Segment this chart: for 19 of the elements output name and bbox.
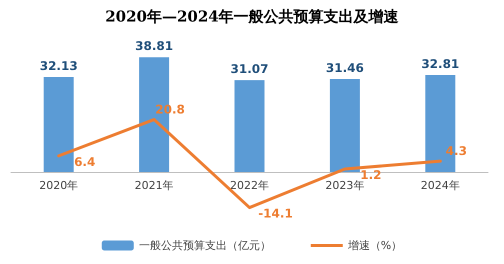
data-label: 31.07	[230, 62, 268, 76]
data-label: 38.81	[135, 39, 174, 54]
chart-title: 2020年—2024年一般公共预算支出及增速	[105, 8, 400, 26]
data-label: 32.13	[40, 58, 78, 73]
x-tick-label: 2022年	[230, 179, 269, 192]
x-tick-label: 2020年	[39, 179, 78, 192]
data-label: -14.1	[258, 206, 293, 221]
x-tick-label: 2021年	[134, 179, 174, 192]
data-label: 1.2	[360, 168, 382, 182]
data-label: 32.81	[421, 56, 460, 71]
data-label: 6.4	[74, 154, 96, 169]
legend-label: 增速（%）	[346, 239, 402, 252]
x-tick-label: 2023年	[325, 179, 364, 192]
bar	[234, 80, 264, 172]
bar	[330, 78, 360, 172]
data-label: 31.46	[326, 60, 364, 75]
x-tick-label: 2024年	[420, 179, 460, 192]
legend-label: 一般公共预算支出（亿元）	[138, 239, 271, 252]
bar	[44, 76, 74, 172]
